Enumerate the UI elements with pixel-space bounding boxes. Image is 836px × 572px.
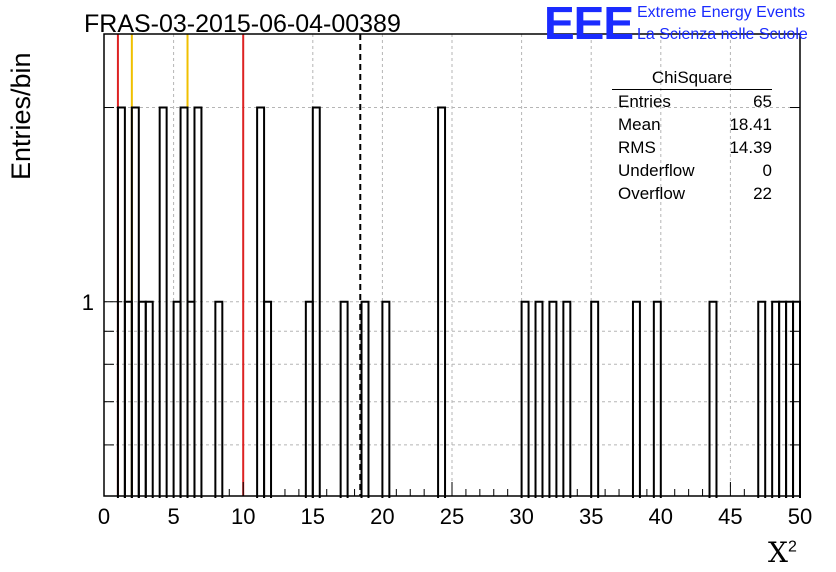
histogram-bin (652, 300, 662, 498)
histogram-bin (708, 300, 718, 498)
logo-line-2: La Scienza nelle Scuole (637, 26, 808, 43)
tick-label-layer: 0 5 10 15 20 25 30 35 40 45 50 1 (82, 290, 812, 529)
stats-row-entries: Entries 65 (612, 92, 780, 115)
x-tick-label: 25 (440, 504, 464, 529)
stats-label: Overflow (618, 184, 686, 203)
histogram-bin (381, 300, 391, 498)
stats-row-mean: Mean 18.41 (612, 115, 780, 138)
eee-logo: EEE (544, 0, 634, 49)
stats-title: ChiSquare (612, 68, 772, 90)
x-tick-label: 30 (509, 504, 533, 529)
stats-row-rms: RMS 14.39 (612, 138, 780, 161)
x-tick-label: 20 (370, 504, 394, 529)
stats-label: Entries (618, 92, 671, 111)
histogram-bin (590, 300, 600, 498)
x-axis-label-text: X (768, 536, 788, 569)
histogram-bin (631, 300, 641, 498)
x-tick-label: 50 (788, 504, 812, 529)
stats-label: RMS (618, 138, 656, 157)
x-tick-label: 40 (649, 504, 673, 529)
stats-value: 65 (753, 92, 772, 111)
stats-value: 14.39 (729, 138, 772, 157)
histogram-bin (360, 300, 370, 498)
histogram-bin (757, 300, 767, 498)
histogram-bin (130, 106, 140, 498)
x-tick-label: 15 (301, 504, 325, 529)
x-axis-label: X2 (768, 536, 797, 569)
x-tick-label: 0 (98, 504, 110, 529)
x-tick-label: 5 (167, 504, 179, 529)
histogram-bin (179, 106, 189, 498)
histogram-bin (311, 106, 321, 498)
stats-value: 0 (762, 161, 772, 180)
chart-title: FRAS-03-2015-06-04-00389 (84, 10, 401, 38)
stats-value: 22 (753, 184, 772, 203)
histogram-bin (562, 300, 572, 498)
histogram-bin (520, 300, 530, 498)
histogram-bin (193, 106, 203, 498)
y-axis-label: Entries/bin (6, 52, 36, 180)
histogram-bin (534, 300, 544, 498)
logo-line-1: Extreme Energy Events (637, 4, 806, 21)
histogram-bin (339, 300, 349, 498)
histogram-bin (548, 300, 558, 498)
histogram-bin (214, 300, 224, 498)
x-tick-label: 10 (231, 504, 255, 529)
stats-row-overflow: Overflow 22 (612, 184, 780, 207)
histogram-bin (144, 300, 154, 498)
histogram-layer (116, 106, 801, 498)
stats-row-underflow: Underflow 0 (612, 161, 780, 184)
histogram-bin (116, 106, 126, 498)
x-axis-label-sup: 2 (787, 538, 797, 556)
x-tick-label: 35 (579, 504, 603, 529)
stats-value: 18.41 (729, 115, 772, 134)
tick-layer (103, 107, 801, 496)
stats-label: Underflow (618, 161, 695, 180)
histogram-bin (256, 106, 266, 498)
histogram-bin (158, 106, 168, 498)
stats-box: ChiSquare Entries 65 Mean 18.41 RMS 14.3… (612, 68, 780, 207)
stats-label: Mean (618, 115, 661, 134)
histogram-bin (263, 300, 273, 498)
histogram-bin (437, 106, 447, 498)
marker-layer (116, 34, 362, 496)
y-tick-label: 1 (82, 290, 94, 315)
x-tick-label: 45 (718, 504, 742, 529)
